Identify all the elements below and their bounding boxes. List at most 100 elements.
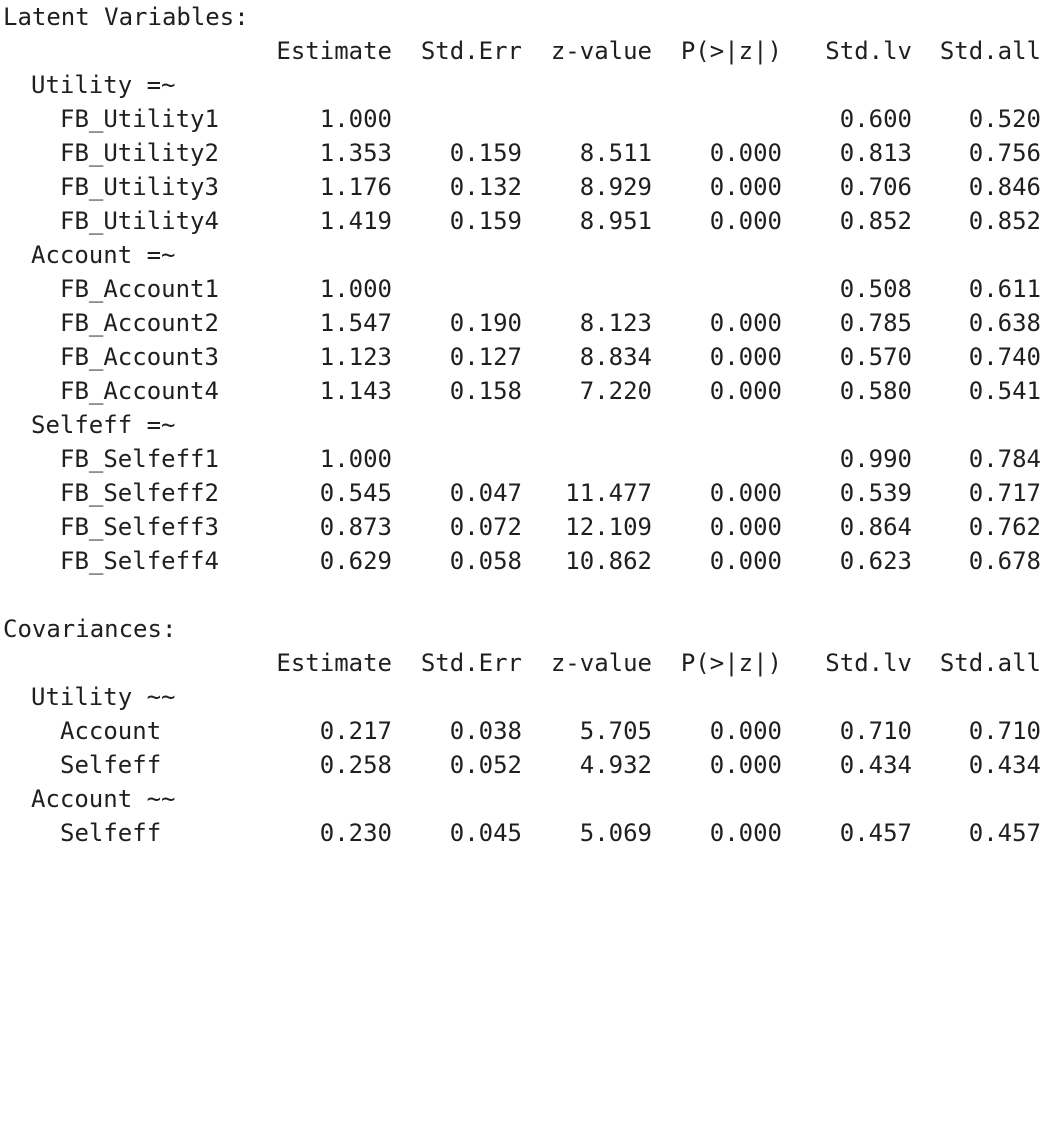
cell-z-value: 8.123	[579, 309, 652, 337]
cell-p-value: 0.000	[709, 513, 782, 541]
header-std-lv: Std.lv	[825, 37, 912, 65]
cell-p-value: 0.000	[709, 819, 782, 847]
cell-estimate: 0.873	[319, 513, 392, 541]
cell-std-err: 0.158	[449, 377, 522, 405]
group-label: Account =~	[31, 241, 176, 269]
section-title-covariances: Covariances:	[3, 612, 1053, 646]
cell-z-value: 4.932	[579, 751, 652, 779]
row-name: FB_Utility4	[60, 207, 219, 235]
cell-p-value: 0.000	[709, 207, 782, 235]
group-label-row: Account =~	[3, 238, 1053, 272]
table-row: FB_Account2 1.547 0.190 8.123 0.000 0.78…	[3, 306, 1053, 340]
row-name: FB_Selfeff1	[60, 445, 219, 473]
column-header-row: Estimate Std.Err z-value P(>|z|) Std.lv …	[3, 646, 1053, 680]
cell-std-all: 0.434	[968, 751, 1041, 779]
cell-std-err: 0.159	[449, 207, 522, 235]
cell-estimate: 1.143	[319, 377, 392, 405]
cell-std-lv: 0.710	[839, 717, 912, 745]
table-row: FB_Utility4 1.419 0.159 8.951 0.000 0.85…	[3, 204, 1053, 238]
cell-p-value: 0.000	[709, 377, 782, 405]
console-output: Latent Variables: Estimate Std.Err z-val…	[3, 0, 1053, 850]
row-name: Selfeff	[60, 751, 162, 779]
cell-std-lv: 0.434	[839, 751, 912, 779]
cell-z-value: 10.862	[565, 547, 652, 575]
cell-std-lv: 0.623	[839, 547, 912, 575]
blank-line	[3, 578, 1053, 612]
section-title: Latent Variables:	[3, 3, 249, 31]
cell-estimate: 0.545	[319, 479, 392, 507]
cell-std-err: 0.127	[449, 343, 522, 371]
header-std-err: Std.Err	[420, 37, 522, 65]
table-row: FB_Account3 1.123 0.127 8.834 0.000 0.57…	[3, 340, 1053, 374]
cell-std-lv: 0.864	[839, 513, 912, 541]
group-label-row: Utility =~	[3, 68, 1053, 102]
row-name: FB_Account3	[60, 343, 219, 371]
cell-estimate: 1.000	[319, 105, 392, 133]
cell-estimate: 1.123	[319, 343, 392, 371]
cell-std-err: 0.159	[449, 139, 522, 167]
cell-z-value: 7.220	[579, 377, 652, 405]
section-title-latent-variables: Latent Variables:	[3, 0, 1053, 34]
cell-std-lv: 0.570	[839, 343, 912, 371]
cell-estimate: 0.258	[319, 751, 392, 779]
cell-std-all: 0.762	[968, 513, 1041, 541]
row-name: FB_Utility3	[60, 173, 219, 201]
row-name: FB_Selfeff3	[60, 513, 219, 541]
cell-estimate: 1.353	[319, 139, 392, 167]
cell-std-all: 0.541	[968, 377, 1041, 405]
cell-std-all: 0.852	[968, 207, 1041, 235]
cell-estimate: 1.000	[319, 275, 392, 303]
cell-std-lv: 0.539	[839, 479, 912, 507]
cell-std-err: 0.047	[449, 479, 522, 507]
cell-z-value: 8.951	[579, 207, 652, 235]
cell-std-all: 0.756	[968, 139, 1041, 167]
table-row: FB_Account1 1.000 0.508 0.611	[3, 272, 1053, 306]
cell-std-all: 0.784	[968, 445, 1041, 473]
section-title: Covariances:	[3, 615, 177, 643]
cell-estimate: 1.419	[319, 207, 392, 235]
cell-std-all: 0.717	[968, 479, 1041, 507]
row-name: FB_Utility1	[60, 105, 219, 133]
table-row: Selfeff 0.230 0.045 5.069 0.000 0.457 0.…	[3, 816, 1053, 850]
cell-z-value: 12.109	[565, 513, 652, 541]
cell-z-value: 5.705	[579, 717, 652, 745]
row-name: FB_Account1	[60, 275, 219, 303]
cell-p-value: 0.000	[709, 547, 782, 575]
cell-estimate: 1.547	[319, 309, 392, 337]
table-row: FB_Utility1 1.000 0.600 0.520	[3, 102, 1053, 136]
cell-p-value: 0.000	[709, 343, 782, 371]
cell-std-lv: 0.580	[839, 377, 912, 405]
cell-std-lv: 0.508	[839, 275, 912, 303]
cell-std-all: 0.638	[968, 309, 1041, 337]
cell-z-value: 8.929	[579, 173, 652, 201]
cell-std-lv: 0.813	[839, 139, 912, 167]
cell-estimate: 0.217	[319, 717, 392, 745]
group-label: Utility =~	[31, 71, 176, 99]
group-label-row: Selfeff =~	[3, 408, 1053, 442]
group-label: Account ~~	[31, 785, 176, 813]
cell-std-all: 0.520	[968, 105, 1041, 133]
cell-estimate: 0.230	[319, 819, 392, 847]
cell-p-value: 0.000	[709, 173, 782, 201]
cell-std-err: 0.132	[449, 173, 522, 201]
table-row: FB_Utility2 1.353 0.159 8.511 0.000 0.81…	[3, 136, 1053, 170]
cell-std-all: 0.846	[968, 173, 1041, 201]
row-name: FB_Account4	[60, 377, 219, 405]
table-row: FB_Selfeff4 0.629 0.058 10.862 0.000 0.6…	[3, 544, 1053, 578]
header-estimate: Estimate	[276, 37, 392, 65]
header-std-err: Std.Err	[420, 649, 522, 677]
header-std-all: Std.all	[939, 37, 1041, 65]
cell-estimate: 0.629	[319, 547, 392, 575]
cell-z-value: 5.069	[579, 819, 652, 847]
cell-std-all: 0.740	[968, 343, 1041, 371]
header-p-value: P(>|z|)	[680, 649, 782, 677]
column-header-row: Estimate Std.Err z-value P(>|z|) Std.lv …	[3, 34, 1053, 68]
cell-std-err: 0.058	[449, 547, 522, 575]
cell-std-err: 0.190	[449, 309, 522, 337]
cell-p-value: 0.000	[709, 139, 782, 167]
table-row: Account 0.217 0.038 5.705 0.000 0.710 0.…	[3, 714, 1053, 748]
cell-p-value: 0.000	[709, 751, 782, 779]
cell-std-all: 0.457	[968, 819, 1041, 847]
cell-estimate: 1.000	[319, 445, 392, 473]
row-name: Selfeff	[60, 819, 162, 847]
